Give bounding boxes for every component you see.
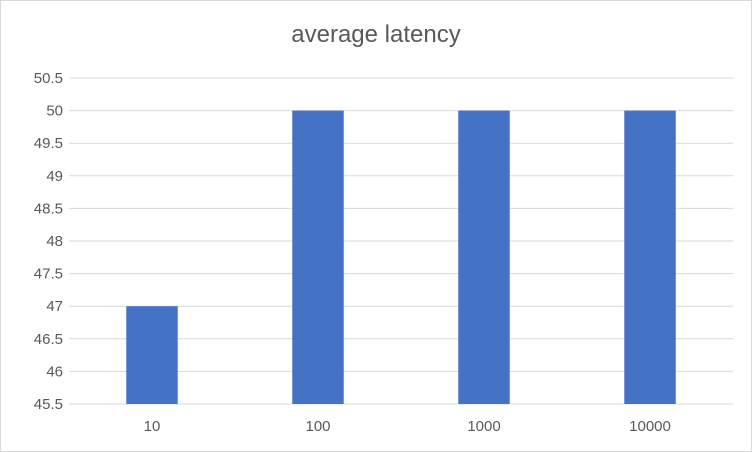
y-tick-label: 50 bbox=[46, 103, 63, 120]
x-tick-label: 10000 bbox=[629, 418, 671, 435]
y-tick-label: 48 bbox=[46, 233, 63, 250]
bar-1000 bbox=[458, 110, 510, 404]
y-tick-label: 49 bbox=[46, 168, 63, 185]
y-tick-label: 47.5 bbox=[34, 266, 63, 283]
y-tick-label: 48.5 bbox=[34, 200, 63, 217]
y-axis-ticks: 45.5 46 46.5 47 47.5 48 48.5 49 49.5 50 50.5 bbox=[34, 70, 63, 413]
x-axis-ticks: 10 100 1000 10000 bbox=[144, 418, 671, 435]
y-tick-label: 45.5 bbox=[34, 396, 63, 413]
chart-title: average latency bbox=[291, 21, 461, 48]
bars bbox=[126, 110, 676, 404]
y-tick-label: 47 bbox=[46, 298, 63, 315]
y-tick-label: 46 bbox=[46, 363, 63, 380]
gridlines bbox=[69, 77, 733, 405]
y-tick-label: 50.5 bbox=[34, 70, 63, 87]
bar-10000 bbox=[624, 110, 676, 404]
x-tick-label: 1000 bbox=[467, 418, 500, 435]
y-tick-label: 49.5 bbox=[34, 135, 63, 152]
x-tick-label: 10 bbox=[144, 418, 161, 435]
y-tick-label: 46.5 bbox=[34, 331, 63, 348]
bar-100 bbox=[292, 110, 344, 404]
x-tick-label: 100 bbox=[305, 418, 330, 435]
bar-10 bbox=[126, 306, 178, 404]
